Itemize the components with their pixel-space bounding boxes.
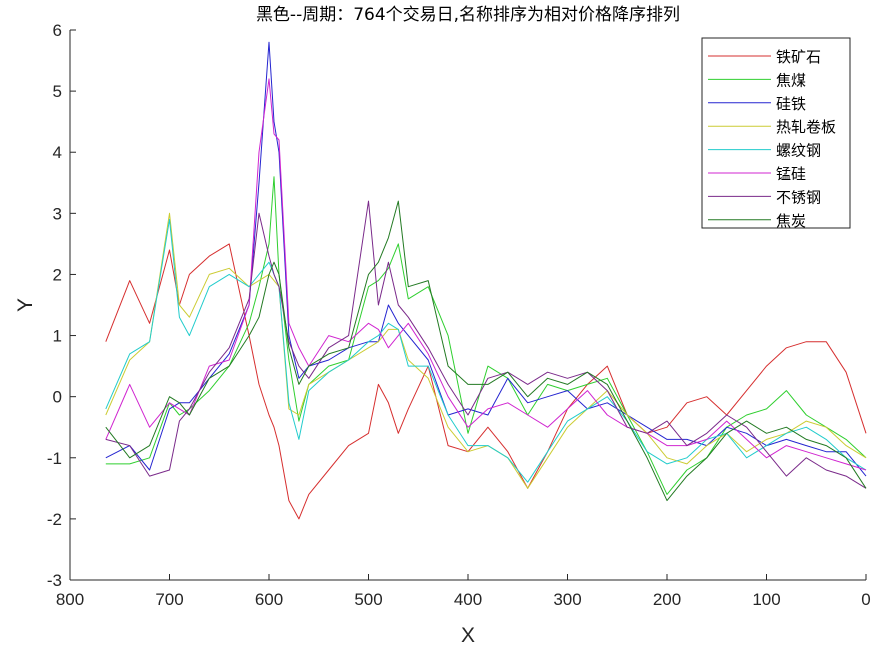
series-line-3 bbox=[105, 212, 867, 489]
x-tick-label: 300 bbox=[553, 590, 581, 609]
series-line-5 bbox=[105, 78, 867, 471]
x-tick-label: 0 bbox=[861, 590, 870, 609]
legend-entry-6: 不锈钢 bbox=[776, 188, 821, 206]
x-tick-label: 200 bbox=[653, 590, 681, 609]
y-tick-label: 2 bbox=[53, 265, 62, 284]
x-tick-label: 700 bbox=[155, 590, 183, 609]
x-tick-label: 800 bbox=[56, 590, 84, 609]
legend-entry-1: 焦煤 bbox=[776, 71, 806, 89]
y-tick-label: -2 bbox=[47, 510, 62, 529]
series-line-6 bbox=[105, 200, 867, 489]
y-tick-label: 1 bbox=[53, 327, 62, 346]
axes: 800 700 600 500 400 300 200 100 0 -3 -2 -1 0 1 2 3 4 5 6 bbox=[47, 21, 871, 609]
x-tick-label: 500 bbox=[354, 590, 382, 609]
legend-entry-4: 螺纹钢 bbox=[776, 142, 821, 160]
x-axis-label: X bbox=[461, 624, 475, 647]
x-tick-label: 100 bbox=[752, 590, 780, 609]
y-tick-label: -3 bbox=[47, 571, 62, 590]
legend-entry-7: 焦炭 bbox=[776, 212, 806, 230]
series-line-7 bbox=[105, 200, 867, 502]
series-line-0 bbox=[105, 243, 867, 520]
y-tick-label: 4 bbox=[53, 143, 62, 162]
legend-entry-3: 热轧卷板 bbox=[776, 118, 836, 136]
y-tick-label: -1 bbox=[47, 449, 62, 468]
x-tick-label: 600 bbox=[255, 590, 283, 609]
plot-area bbox=[105, 41, 867, 520]
legend-entry-0: 铁矿石 bbox=[776, 48, 821, 66]
series-line-1 bbox=[105, 176, 867, 495]
legend-entry-2: 硅铁 bbox=[776, 95, 806, 113]
series-line-4 bbox=[105, 218, 867, 483]
y-tick-label: 0 bbox=[53, 388, 62, 407]
chart-title: 黑色--周期：764个交易日,名称排序为相对价格降序排列 bbox=[256, 5, 680, 25]
y-tick-label: 5 bbox=[53, 82, 62, 101]
y-tick-label: 3 bbox=[53, 204, 62, 223]
y-axis-label: Y bbox=[14, 298, 37, 312]
y-tick-label: 6 bbox=[53, 21, 62, 40]
x-tick-label: 400 bbox=[454, 590, 482, 609]
legend-entry-5: 锰硅 bbox=[776, 165, 806, 183]
